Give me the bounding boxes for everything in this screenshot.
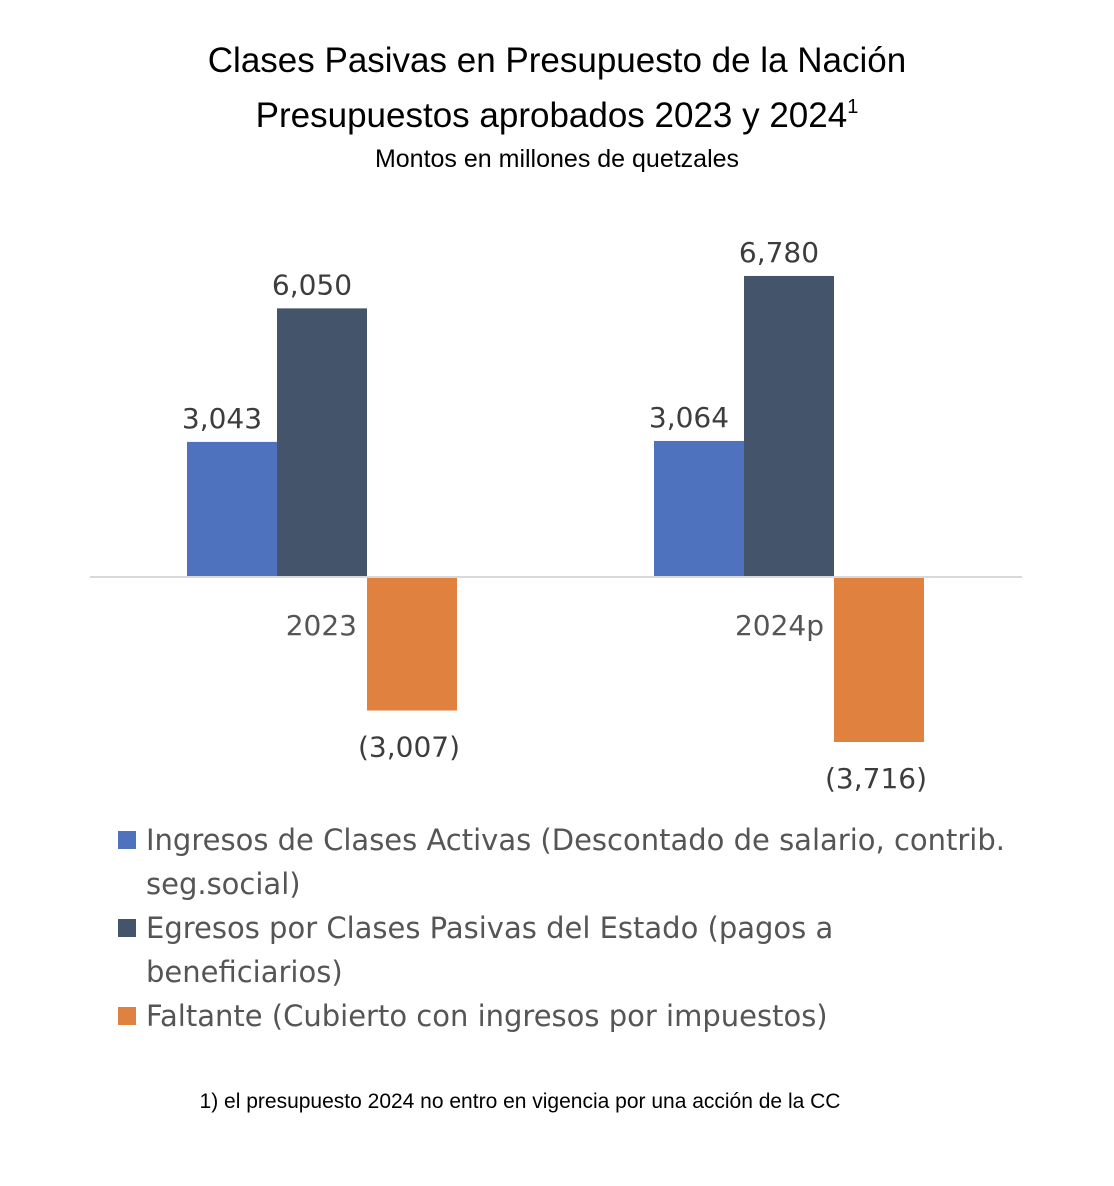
legend-label-ingresos: Ingresos de Clases Activas (Descontado d… [146,823,1005,901]
chart-legend: Ingresos de Clases Activas (Descontado d… [118,818,1038,1038]
title-footnote-marker: 1 [847,96,859,118]
bar-2023-series-1 [187,441,277,577]
bar-2023-series-2 [277,308,367,577]
chart-title-line2: Presupuestos aprobados 2023 y 20241 [0,84,1114,139]
bar-2024p-series-3 [834,577,924,742]
category-label-2024p: 2024p [735,609,824,642]
chart-title-line1: Clases Pasivas en Presupuesto de la Naci… [207,41,907,80]
legend-item-egresos: Egresos por Clases Pasivas del Estado (p… [118,906,1038,994]
legend-label-faltante: Faltante (Cubierto con ingresos por impu… [146,999,828,1033]
data-label-2023-series-2: 6,050 [272,268,352,301]
bar-2024p-series-2 [744,275,834,577]
legend-swatch-faltante [118,1007,136,1025]
data-label-2024p-series-2: 6,780 [739,236,819,269]
chart-subtitle: Montos en millones de quetzales [374,145,740,173]
data-label-2023-series-1: 3,043 [182,402,262,435]
footnote: 1) el presupuesto 2024 no entro en vigen… [199,1090,841,1113]
category-label-2023: 2023 [286,609,357,642]
data-label-2024p-series-3: (3,716) [825,762,927,795]
legend-swatch-egresos [118,919,136,937]
chart-title-block: Clases Pasivas en Presupuesto de la Naci… [0,38,1114,177]
legend-swatch-ingresos [118,831,136,849]
bar-2023-series-3 [367,577,457,711]
legend-label-egresos: Egresos por Clases Pasivas del Estado (p… [146,911,834,989]
data-label-2023-series-3: (3,007) [358,731,460,764]
bar-chart: 3,043 6,050 (3,007) 2023 3,064 6,780 (3,716) 20… [90,236,1022,795]
data-label-2024p-series-1: 3,064 [649,401,729,434]
legend-item-ingresos: Ingresos de Clases Activas (Descontado d… [118,818,1038,906]
bar-2024p-series-1 [654,440,744,577]
chart-title-line2-text: Presupuestos aprobados 2023 y 2024 [255,96,848,135]
legend-item-faltante: Faltante (Cubierto con ingresos por impu… [118,994,1038,1038]
